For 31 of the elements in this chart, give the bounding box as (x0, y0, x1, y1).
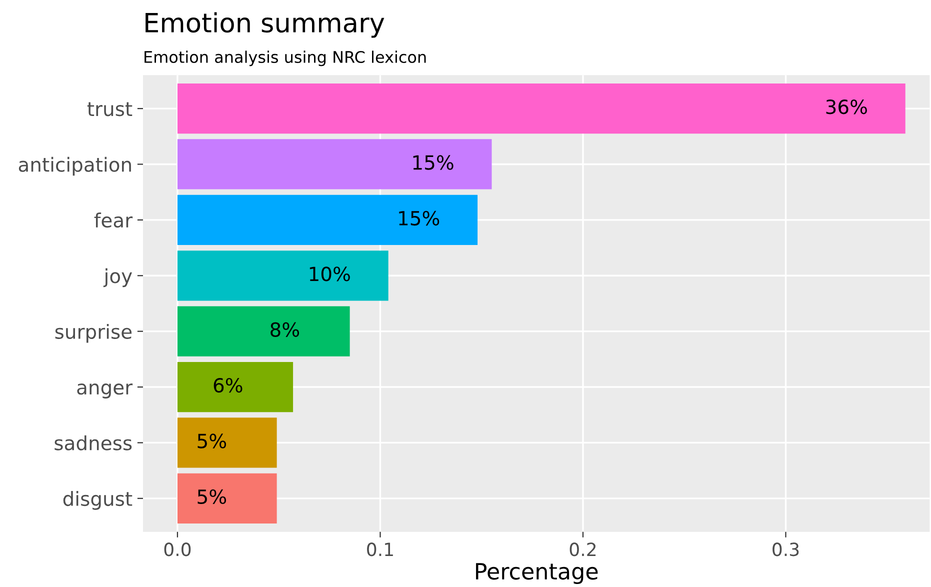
y-tick-label: sadness (54, 435, 132, 450)
y-tick-label: surprise (55, 324, 132, 343)
data-label: 5% (198, 434, 226, 448)
y-tick-label: anticipation (18, 156, 131, 176)
bar (177, 194, 478, 245)
y-tick-label: disgust (63, 491, 132, 510)
bar (177, 139, 492, 190)
chart-title: Emotion summary (146, 12, 384, 38)
data-label: 6% (214, 378, 242, 393)
y-tick-label: trust (87, 102, 132, 116)
data-label: 36% (826, 99, 867, 114)
x-tick-label: 0.2 (570, 542, 596, 556)
chart-subtitle: Emotion analysis using NRC lexicon (144, 50, 426, 66)
data-label: 8% (270, 322, 300, 337)
bar (177, 83, 906, 134)
y-tick-label: fear (94, 212, 133, 228)
bar (177, 473, 277, 524)
data-label: 15% (413, 155, 454, 170)
bar (177, 418, 277, 468)
data-label: 5% (198, 489, 226, 504)
x-tick-label: 0.1 (367, 542, 393, 556)
x-tick-label: 0.0 (164, 542, 191, 556)
x-tick-label: 0.3 (772, 542, 799, 556)
y-tick-label: anger (77, 384, 133, 398)
y-tick-label: joy (103, 268, 132, 288)
data-label: 10% (310, 266, 350, 282)
data-label: 15% (399, 210, 440, 226)
x-axis-title: Percentage (476, 563, 598, 584)
bar (177, 362, 294, 412)
bar (177, 250, 388, 301)
bar (177, 306, 350, 356)
